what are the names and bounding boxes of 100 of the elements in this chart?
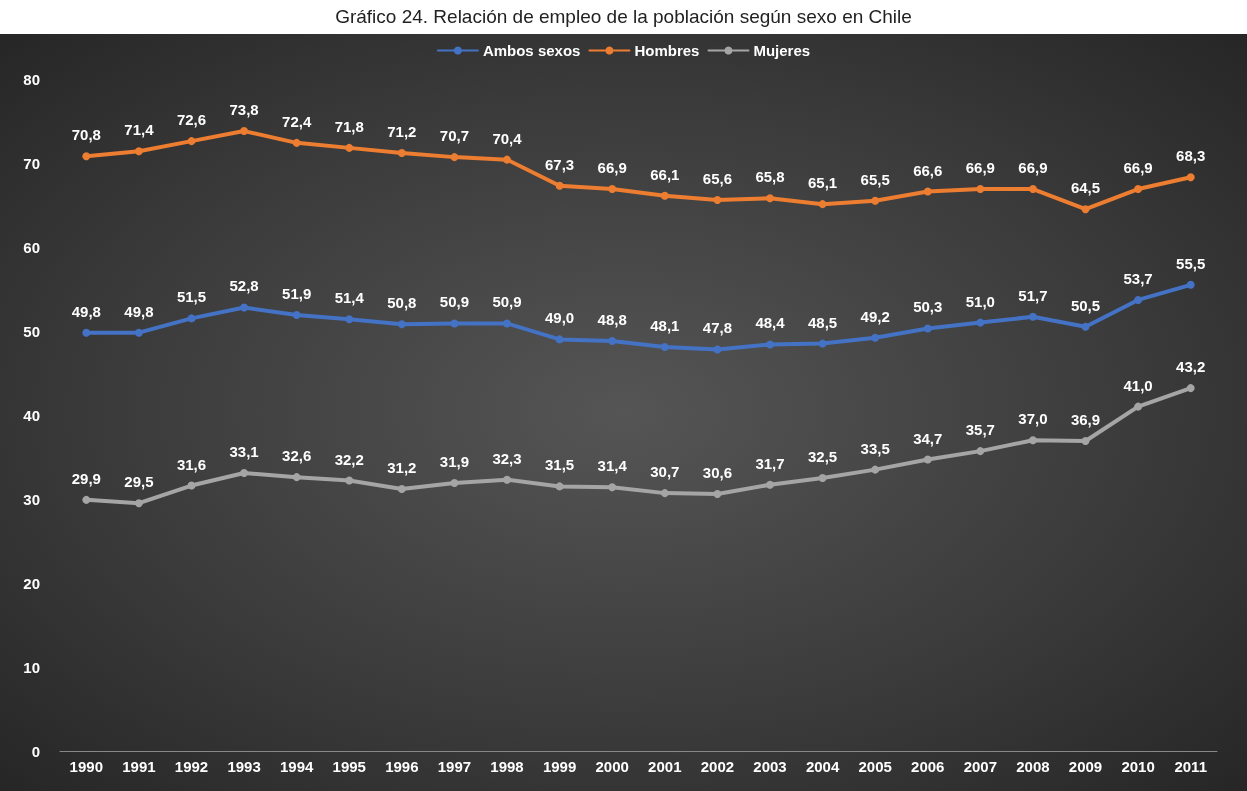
point <box>818 339 827 348</box>
point <box>818 200 827 209</box>
x-tick-label: 2008 <box>1016 758 1050 775</box>
point <box>765 340 774 349</box>
point <box>608 337 617 346</box>
data-label: 31,7 <box>755 454 785 472</box>
x-tick-label: 1990 <box>69 758 103 775</box>
point <box>292 138 301 147</box>
data-label: 35,7 <box>965 421 995 439</box>
point <box>187 137 196 146</box>
point <box>450 479 459 488</box>
point <box>503 319 512 328</box>
data-label: 66,9 <box>1018 159 1048 177</box>
data-label: 31,4 <box>597 457 628 475</box>
x-tick-label: 1997 <box>437 758 472 775</box>
point <box>713 195 722 204</box>
data-label: 51,5 <box>176 288 207 306</box>
point <box>450 319 459 328</box>
y-tick-label: 50 <box>23 322 40 340</box>
x-tick-label: 2007 <box>963 758 998 775</box>
data-label: 66,1 <box>650 165 680 183</box>
point <box>660 342 669 351</box>
point <box>397 484 406 493</box>
y-tick-label: 0 <box>31 742 40 760</box>
data-label: 50,9 <box>439 293 470 311</box>
data-label: 65,1 <box>807 174 838 192</box>
point <box>134 499 143 508</box>
x-tick-label: 2011 <box>1174 758 1207 775</box>
data-label: 29,5 <box>124 473 154 491</box>
point <box>1186 173 1195 182</box>
point <box>976 318 985 327</box>
point <box>660 191 669 200</box>
data-label: 32,3 <box>492 449 522 467</box>
point <box>871 196 880 205</box>
data-label: 51,7 <box>1018 286 1048 304</box>
point <box>1028 185 1037 194</box>
data-label: 65,8 <box>755 168 785 186</box>
data-label: 51,0 <box>965 292 995 310</box>
point <box>713 345 722 354</box>
data-label: 49,8 <box>124 302 154 320</box>
data-label: 36,9 <box>1070 411 1101 429</box>
point <box>1186 280 1195 289</box>
data-label: 43,2 <box>1176 358 1206 376</box>
data-label: 49,0 <box>545 309 575 327</box>
point <box>240 127 249 136</box>
point <box>608 185 617 194</box>
y-tick-label: 60 <box>23 238 40 256</box>
point <box>82 328 91 337</box>
point <box>818 474 827 482</box>
point <box>1028 312 1037 321</box>
point <box>976 447 985 456</box>
point <box>555 335 564 344</box>
data-label: 73,8 <box>229 101 259 119</box>
point <box>240 468 249 477</box>
point <box>503 155 512 164</box>
point <box>134 328 143 337</box>
point <box>713 489 722 498</box>
data-label: 48,5 <box>807 313 838 331</box>
data-label: 32,2 <box>334 450 364 468</box>
y-tick-label: 80 <box>23 70 40 88</box>
point <box>555 482 564 491</box>
y-tick-label: 30 <box>23 490 40 508</box>
point <box>82 495 91 504</box>
data-label: 66,6 <box>913 161 943 179</box>
point <box>923 455 932 464</box>
data-label: 29,9 <box>71 469 101 487</box>
data-label: 65,6 <box>702 169 732 187</box>
data-label: 68,3 <box>1176 147 1206 165</box>
point <box>1134 185 1143 194</box>
point <box>240 303 249 312</box>
data-label: 51,9 <box>282 285 312 303</box>
point <box>292 473 301 482</box>
data-label: 31,6 <box>176 455 207 473</box>
legend-label: Ambos sexos <box>482 42 581 59</box>
point <box>187 314 196 323</box>
point <box>976 185 985 194</box>
x-tick-label: 1991 <box>122 758 156 775</box>
point <box>765 480 774 489</box>
data-label: 30,6 <box>702 463 732 481</box>
data-label: 67,3 <box>545 155 575 173</box>
x-tick-label: 2009 <box>1068 758 1103 775</box>
point <box>1028 436 1037 445</box>
point <box>292 311 301 320</box>
point <box>1134 402 1143 411</box>
data-label: 51,4 <box>334 289 365 307</box>
data-label: 72,4 <box>282 112 312 130</box>
data-label: 52,8 <box>229 277 259 295</box>
data-label: 70,7 <box>439 127 470 145</box>
data-label: 53,7 <box>1123 269 1153 287</box>
point <box>923 324 932 333</box>
data-label: 50,9 <box>492 293 522 311</box>
data-label: 71,8 <box>334 117 364 135</box>
x-tick-label: 2000 <box>595 758 629 775</box>
data-label: 66,9 <box>965 159 995 177</box>
x-tick-label: 2005 <box>858 758 892 775</box>
point <box>1134 295 1143 304</box>
point <box>1081 205 1090 214</box>
legend-label: Mujeres <box>753 42 811 59</box>
data-label: 72,6 <box>176 111 207 129</box>
data-label: 32,6 <box>282 447 312 465</box>
